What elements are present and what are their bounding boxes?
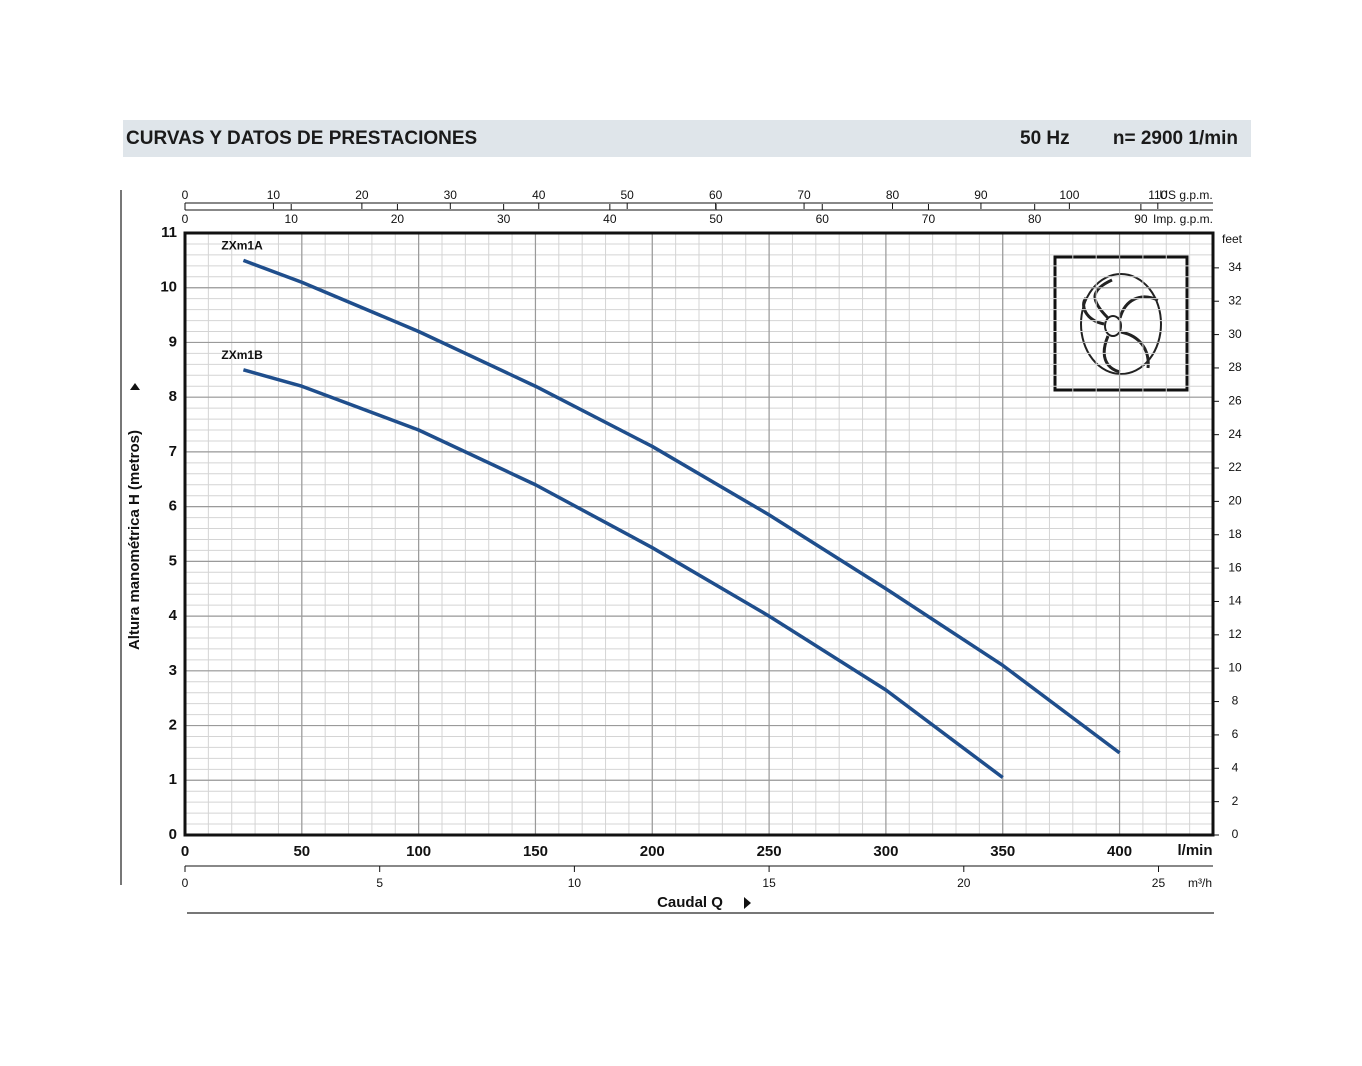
- secondary-tick-label: 90: [1134, 212, 1148, 226]
- secondary-tick-label: 100: [1059, 188, 1079, 202]
- secondary-tick-label: 10: [267, 188, 281, 202]
- y2-tick-label: 2: [1232, 794, 1239, 808]
- curve: [242, 368, 1004, 779]
- curve-label: ZXm1B: [221, 348, 263, 362]
- x-tick-label: 300: [873, 843, 898, 860]
- y2-tick-label: 20: [1228, 494, 1242, 508]
- y2-tick-label: 6: [1232, 727, 1239, 741]
- y-tick-label: 6: [169, 498, 177, 515]
- x-tick-label: 100: [406, 843, 431, 860]
- secondary-tick-label: 40: [603, 212, 617, 226]
- arrow-icon: [130, 383, 140, 390]
- secondary-tick-label: 50: [621, 188, 635, 202]
- secondary-tick-label: 30: [444, 188, 458, 202]
- y2-tick-label: 0: [1232, 827, 1239, 841]
- secondary-tick-label: 0: [182, 188, 189, 202]
- x-tick-label: 50: [293, 843, 310, 860]
- plot-frame: [183, 231, 1215, 837]
- impeller-icon: [1053, 255, 1189, 392]
- x-axis-title: Caudal Q: [657, 894, 723, 911]
- secondary-tick-label: 60: [816, 212, 830, 226]
- secondary-tick-label: 20: [957, 876, 971, 890]
- y2-tick-label: 16: [1228, 560, 1242, 574]
- y-tick-label: 5: [169, 552, 177, 569]
- header-title: CURVAS Y DATOS DE PRESTACIONES: [126, 128, 477, 149]
- secondary-axis-unit: US g.p.m.: [1159, 188, 1212, 202]
- header-frequency: 50 Hz: [1020, 128, 1070, 149]
- secondary-tick-label: 30: [497, 212, 511, 226]
- secondary-tick-label: 40: [532, 188, 546, 202]
- secondary-tick-label: 60: [709, 188, 723, 202]
- y2-tick-label: 26: [1228, 393, 1242, 407]
- secondary-tick-label: 25: [1152, 876, 1166, 890]
- y-tick-label: 9: [169, 333, 177, 350]
- header-speed: n= 2900 1/min: [1113, 128, 1238, 149]
- secondary-tick-label: 0: [182, 212, 189, 226]
- y2-tick-label: 12: [1228, 627, 1242, 641]
- y2-tick-label: 34: [1228, 260, 1242, 274]
- y-tick-label: 8: [169, 388, 177, 405]
- y2-tick-label: 24: [1228, 427, 1242, 441]
- x-unit: l/min: [1177, 842, 1212, 859]
- y-tick-label: 4: [169, 607, 178, 624]
- x-tick-label: 150: [523, 843, 548, 860]
- y2-tick-label: 14: [1228, 594, 1242, 608]
- y-tick-label: 3: [169, 662, 177, 679]
- secondary-tick-label: 70: [922, 212, 936, 226]
- y-tick-label: 11: [161, 224, 177, 241]
- secondary-tick-label: 20: [391, 212, 405, 226]
- y-axis-title: Altura manométrica H (metros): [126, 430, 143, 650]
- y2-tick-label: 28: [1228, 360, 1242, 374]
- x-tick-label: 200: [640, 843, 665, 860]
- arrow-icon: [744, 897, 751, 909]
- secondary-tick-label: 0: [182, 876, 189, 890]
- y2-tick-label: 22: [1228, 460, 1242, 474]
- x-tick-label: 0: [181, 843, 189, 860]
- secondary-tick-label: 80: [1028, 212, 1042, 226]
- secondary-tick-label: 5: [376, 876, 383, 890]
- header-band: [123, 120, 1251, 157]
- secondary-tick-label: 80: [886, 188, 900, 202]
- y-tick-label: 1: [169, 771, 177, 788]
- y-tick-label: 0: [169, 826, 177, 843]
- y2-tick-label: 4: [1232, 760, 1239, 774]
- y2-unit: feet: [1222, 232, 1243, 246]
- secondary-axis-unit: m³/h: [1188, 876, 1212, 890]
- y-tick-label: 2: [169, 717, 177, 734]
- x-tick-label: 250: [757, 843, 782, 860]
- secondary-tick-label: 15: [762, 876, 776, 890]
- y2-tick-label: 18: [1228, 527, 1242, 541]
- secondary-tick-label: 50: [709, 212, 723, 226]
- curve-label: ZXm1A: [221, 239, 263, 253]
- y2-tick-label: 32: [1228, 293, 1242, 307]
- secondary-tick-label: 10: [568, 876, 582, 890]
- y-tick-label: 7: [169, 443, 177, 460]
- secondary-tick-label: 90: [974, 188, 988, 202]
- secondary-tick-label: 110: [1148, 188, 1167, 202]
- secondary-axis-unit: Imp. g.p.m.: [1153, 212, 1213, 226]
- x-tick-label: 400: [1107, 843, 1132, 860]
- curve: [242, 258, 1121, 755]
- y2-tick-label: 30: [1228, 327, 1242, 341]
- secondary-tick-label: 20: [355, 188, 369, 202]
- y-tick-label: 10: [160, 279, 177, 296]
- secondary-tick-label: 70: [797, 188, 811, 202]
- x-tick-label: 350: [990, 843, 1015, 860]
- y2-tick-label: 8: [1232, 694, 1239, 708]
- secondary-tick-label: 10: [285, 212, 299, 226]
- y2-tick-label: 10: [1228, 660, 1242, 674]
